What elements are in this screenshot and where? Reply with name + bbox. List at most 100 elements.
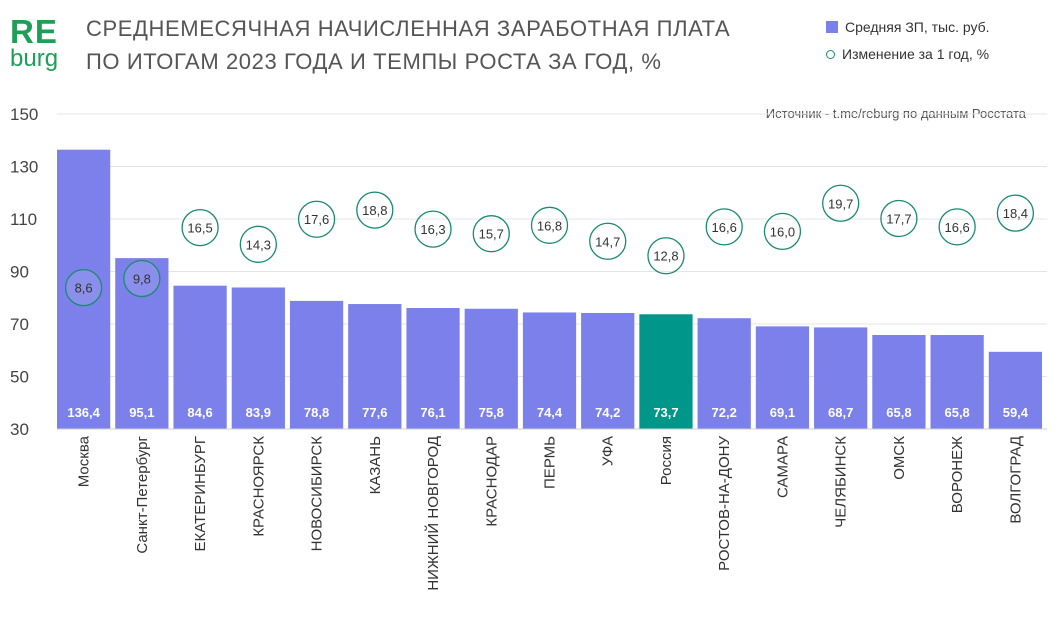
bar (231, 287, 285, 429)
change-marker (64, 268, 103, 307)
bar-value-label: 95,1 (129, 405, 154, 420)
change-label: 17,7 (886, 211, 911, 226)
x-tick-label: ПЕРМЬ (542, 436, 559, 489)
bar (697, 318, 751, 429)
x-tick-label: ЕКАТЕРИНБУРГ (192, 436, 209, 552)
y-tick-label: 110 (10, 210, 37, 229)
chart-title: СРЕДНЕМЕСЯЧНАЯ НАЧИСЛЕННАЯ ЗАРАБОТНАЯ ПЛ… (86, 12, 766, 78)
change-label: 8,6 (75, 281, 93, 296)
legend-circle-swatch (826, 49, 835, 59)
change-label: 12,8 (653, 249, 678, 264)
change-label: 16,3 (420, 222, 445, 237)
x-tick-label: Москва (76, 435, 93, 487)
y-tick-label: 150 (10, 105, 38, 124)
change-label: 16,8 (537, 218, 562, 233)
x-tick-label: КРАСНОДАР (483, 436, 500, 527)
bar-value-label: 59,4 (1003, 405, 1029, 420)
change-marker (123, 259, 161, 298)
bar-value-label: 65,8 (944, 405, 969, 420)
x-tick-label: КАЗАНЬ (367, 436, 384, 494)
bar-value-label: 65,8 (886, 405, 911, 420)
change-marker (181, 208, 219, 247)
bar-value-label: 74,4 (537, 405, 563, 420)
bar-value-label: 84,6 (187, 405, 212, 420)
change-label: 14,3 (246, 237, 271, 252)
bar (930, 335, 984, 429)
x-tick-label: Россия (658, 436, 675, 485)
legend-bar-swatch (826, 21, 838, 33)
change-marker (822, 184, 860, 222)
change-marker (938, 208, 976, 246)
change-marker (530, 206, 569, 244)
bar (348, 304, 402, 429)
bar-value-label: 74,2 (595, 405, 620, 420)
y-tick-label: 30 (10, 420, 29, 439)
change-marker (705, 208, 743, 246)
x-tick-label: Санкт-Петербург (134, 435, 151, 553)
bar-value-label: 73,7 (653, 405, 678, 420)
bar-value-label: 75,8 (479, 405, 504, 420)
bar (522, 312, 577, 429)
x-tick-label: НОВОСИБИРСК (309, 436, 326, 552)
bar (755, 326, 810, 429)
bar-value-label: 76,1 (420, 405, 445, 420)
bar-value-label: 77,6 (362, 405, 387, 420)
change-label: 18,4 (1003, 206, 1028, 221)
x-tick-label: ОМСК (891, 436, 908, 480)
x-tick-label: РОСТОВ-НА-ДОНУ (716, 436, 733, 571)
change-label: 19,7 (828, 196, 853, 211)
change-marker (414, 210, 452, 248)
x-tick-label: ВОЛГОГРАД (1007, 436, 1024, 524)
y-tick-label: 70 (10, 315, 29, 334)
chart-title-line-1: СРЕДНЕМЕСЯЧНАЯ НАЧИСЛЕННАЯ ЗАРАБОТНАЯ ПЛ… (86, 16, 731, 41)
change-label: 14,7 (595, 234, 620, 249)
bar (988, 351, 1042, 429)
change-marker (472, 215, 510, 253)
change-marker (297, 200, 336, 238)
x-tick-label: САМАРА (774, 436, 791, 498)
logo: RE burg (10, 13, 70, 72)
change-label: 16,6 (712, 220, 737, 235)
bar (581, 312, 635, 429)
bar-value-label: 69,1 (770, 405, 795, 420)
change-marker (880, 199, 918, 238)
bar-value-label: 78,8 (304, 405, 329, 420)
bar (872, 335, 926, 429)
bar (639, 314, 693, 429)
change-marker (356, 191, 394, 229)
bar (464, 308, 518, 429)
change-marker (589, 222, 627, 260)
bar-value-label: 83,9 (246, 405, 271, 420)
change-marker (239, 225, 277, 263)
y-tick-label: 50 (10, 368, 29, 387)
legend: Средняя ЗП, тыс. руб. Изменение за 1 год… (826, 16, 990, 70)
legend-item-salary: Средняя ЗП, тыс. руб. (826, 16, 990, 38)
x-tick-label: ВОРОНЕЖ (949, 436, 966, 513)
chart-title-line-2: ПО ИТОГАМ 2023 ГОДА И ТЕМПЫ РОСТА ЗА ГОД… (86, 49, 662, 74)
legend-bar-label: Средняя ЗП, тыс. руб. (845, 19, 990, 35)
bar (289, 300, 344, 429)
x-tick-label: ЧЕЛЯБИНСК (833, 436, 850, 528)
y-tick-label: 130 (10, 158, 38, 177)
x-tick-label: УФА (600, 436, 617, 466)
bar (115, 258, 169, 429)
change-marker (647, 237, 685, 275)
bar-value-label: 72,2 (712, 405, 737, 420)
change-label: 16,5 (187, 221, 212, 236)
bar (814, 327, 868, 429)
bar-value-label: 68,7 (828, 405, 853, 420)
legend-circle-label: Изменение за 1 год, % (842, 46, 990, 62)
change-label: 16,6 (944, 220, 969, 235)
change-label: 15,7 (479, 227, 504, 242)
logo-re: RE (10, 13, 58, 50)
bar (173, 285, 227, 429)
y-tick-label: 90 (10, 263, 29, 282)
change-label: 16,0 (770, 224, 795, 239)
x-tick-label: НИЖНИЙ НОВГОРОД (424, 436, 442, 591)
bar (406, 307, 460, 429)
change-marker (763, 212, 802, 251)
logo-burg: burg (10, 45, 59, 72)
change-label: 9,8 (133, 272, 151, 287)
change-label: 18,8 (362, 203, 387, 218)
